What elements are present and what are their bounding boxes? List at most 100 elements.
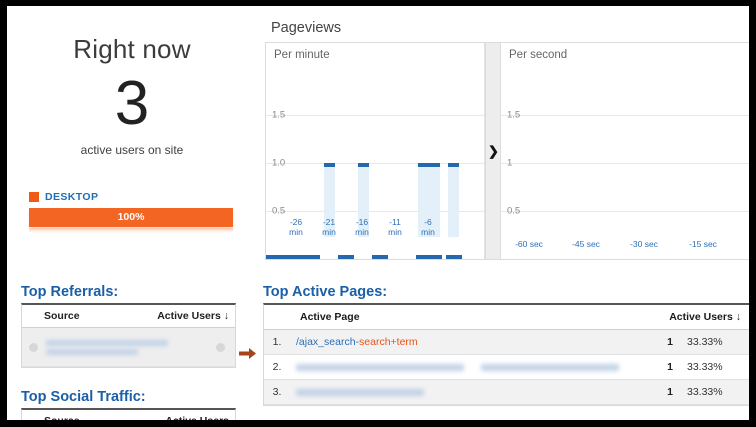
x-tick-label: -45 sec (572, 239, 600, 249)
redacted-line (46, 348, 138, 355)
table-row[interactable] (22, 328, 235, 367)
row-page-url[interactable] (290, 386, 659, 398)
bar-per-minute (418, 163, 440, 237)
axis-gap (354, 255, 372, 259)
gridline (501, 115, 749, 116)
bar-cap (448, 163, 459, 167)
chart-per-minute: Per minute 1.5 1.0 0.5 (266, 43, 485, 259)
desktop-share-bar: 100% (29, 208, 233, 227)
x-tick-label: -11 min (388, 217, 402, 237)
y-tick-label: 1 (507, 157, 513, 169)
x-tick-label: -21 min (322, 217, 336, 237)
row-active-users: 1 (667, 386, 673, 398)
legend-swatch-icon (29, 192, 39, 202)
top-referrals-section: Top Referrals: Source Active Users ↓ (21, 284, 236, 368)
col-active-users[interactable]: Active Users (165, 415, 235, 420)
table-row[interactable]: 1. /ajax_search-search+term 1 33.33% (264, 330, 749, 355)
right-arrow-marker-icon (239, 347, 257, 360)
pageviews-charts: Per minute 1.5 1.0 0.5 (265, 42, 749, 260)
top-referrals-table: Source Active Users ↓ (21, 303, 236, 368)
y-tick-label: 0.5 (272, 205, 286, 217)
right-now-title: Right now (73, 34, 191, 64)
gridline (501, 211, 749, 212)
page-query: search+term (359, 336, 418, 348)
y-tick-label: 0.5 (507, 205, 521, 217)
chart-expander[interactable]: ❯ (485, 43, 501, 259)
x-tick-label: -16 min (355, 217, 369, 237)
table-row[interactable]: 3. 1 33.33% (264, 380, 749, 405)
bar-per-minute (448, 163, 459, 237)
redacted-source (46, 337, 216, 358)
row-index: 2. (264, 361, 290, 373)
x-tick-label: -6 min (421, 217, 435, 237)
right-now-panel: Right now 3 active users on site DESKTOP… (7, 20, 257, 270)
chart-per-second-label: Per second (509, 49, 568, 61)
pageviews-title: Pageviews (271, 20, 342, 36)
top-active-pages-title: Top Active Pages: (263, 284, 388, 300)
col-source: Source (44, 310, 80, 322)
row-percent: 33.33% (687, 361, 723, 373)
device-legend[interactable]: DESKTOP (29, 191, 257, 203)
bar-per-minute (324, 163, 335, 237)
y-tick-label: 1.0 (272, 157, 286, 169)
row-active-users: 1 (667, 336, 673, 348)
redacted-page (296, 388, 424, 396)
top-social-traffic-table: Source Active Users (21, 408, 236, 420)
row-active-users: 1 (667, 361, 673, 373)
row-index: 3. (264, 386, 290, 398)
bar-per-minute (358, 163, 369, 237)
gridline (501, 163, 749, 164)
axis-gap (462, 255, 484, 259)
pageviews-panel: Pageviews Per minute 1.5 1.0 0.5 (265, 20, 749, 270)
redacted-page (296, 363, 464, 371)
x-tick-label: -60 sec (515, 239, 543, 249)
row-page-url[interactable] (290, 361, 659, 373)
table-header: Source Active Users ↓ (22, 305, 235, 328)
table-header: Active Page Active Users ↓ (264, 305, 749, 330)
redacted-line (46, 339, 169, 346)
col-active-users[interactable]: Active Users ↓ (157, 310, 229, 322)
col-active-page: Active Page (300, 311, 360, 323)
chart-per-minute-label: Per minute (274, 49, 330, 61)
col-active-users[interactable]: Active Users ↓ (669, 311, 741, 323)
bar-cap (418, 163, 440, 167)
bar-cap (324, 163, 335, 167)
gridline (266, 115, 484, 116)
x-tick-label: -30 sec (630, 239, 658, 249)
chevron-right-icon: ❯ (488, 143, 499, 159)
axis-gap (388, 255, 416, 259)
axis-gap (442, 255, 446, 259)
top-active-pages-section: Top Active Pages: Active Page Active Use… (263, 284, 749, 406)
top-active-pages-table: Active Page Active Users ↓ 1. /ajax_sear… (263, 303, 749, 406)
y-tick-label: 1.5 (272, 109, 286, 121)
table-row[interactable]: 2. 1 33.33% (264, 355, 749, 380)
axis-strip (266, 255, 484, 259)
x-tick-label: -15 sec (689, 239, 717, 249)
col-source: Source (22, 415, 165, 420)
row-percent: 33.33% (687, 386, 723, 398)
gridline (266, 163, 484, 164)
top-social-traffic-title: Top Social Traffic: (21, 389, 146, 405)
gridline (266, 211, 484, 212)
top-social-traffic-section: Top Social Traffic: Source Active Users (21, 389, 236, 420)
axis-gap (320, 255, 338, 259)
active-users-count: 3 (114, 69, 150, 138)
table-header: Source Active Users (22, 410, 235, 420)
share-bar-reflection (29, 228, 233, 233)
redacted-value (216, 342, 225, 352)
bar-cap (358, 163, 369, 167)
screenshot-frame: Right now 3 active users on site DESKTOP… (7, 6, 749, 420)
active-users-subtitle: active users on site (80, 143, 184, 157)
page-path: /ajax_search- (296, 336, 360, 348)
chart-per-second: Per second 1.5 1 0.5 -60 sec -45 sec -30… (501, 43, 749, 259)
favicon-icon (29, 342, 38, 352)
row-page-url[interactable]: /ajax_search-search+term (290, 336, 659, 348)
desktop-share-value: 100% (117, 211, 145, 223)
x-tick-label: -26 min (289, 217, 303, 237)
legend-label: DESKTOP (45, 191, 99, 203)
top-referrals-title: Top Referrals: (21, 284, 119, 300)
row-index: 1. (264, 336, 290, 348)
redacted-page (480, 363, 619, 371)
y-tick-label: 1.5 (507, 109, 521, 121)
row-percent: 33.33% (687, 336, 723, 348)
